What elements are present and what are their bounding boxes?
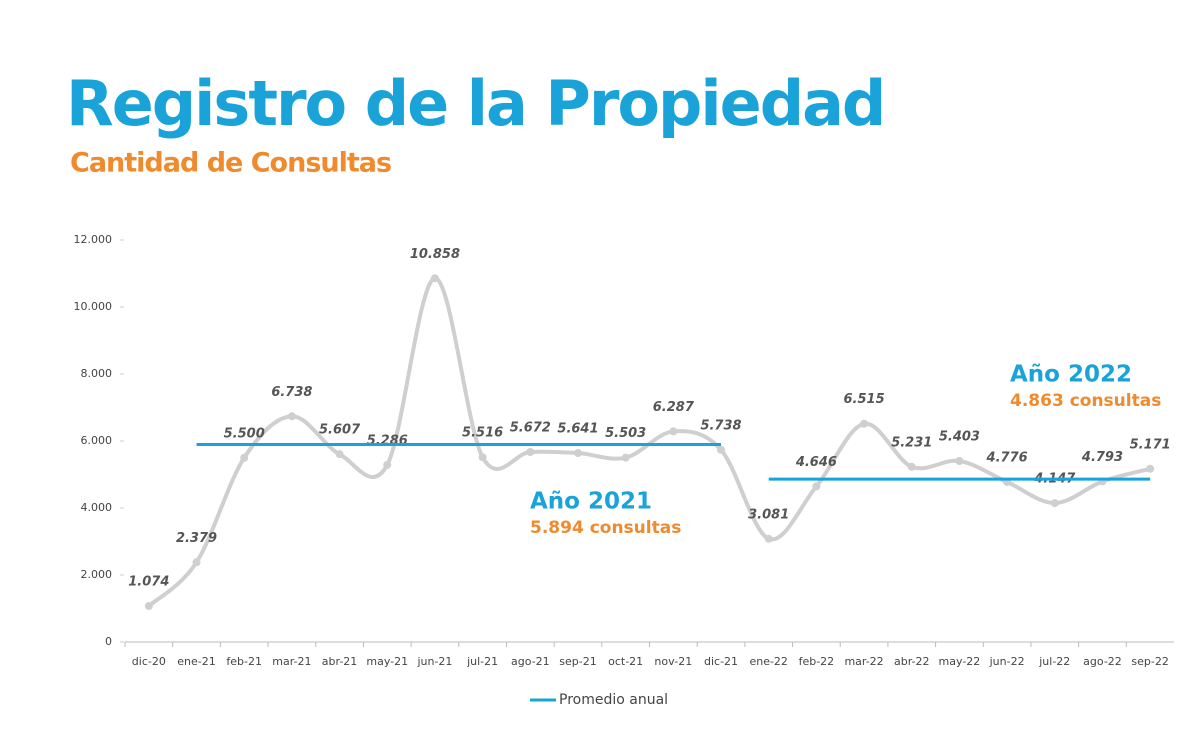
x-tick-label: may-22	[939, 655, 981, 668]
data-point	[621, 453, 630, 462]
data-label: 4.793	[1081, 450, 1123, 465]
x-tick-label: feb-21	[226, 655, 262, 668]
data-point	[478, 453, 487, 462]
data-label: 4.646	[795, 455, 837, 470]
data-label: 5.607	[319, 423, 361, 438]
data-point	[1146, 464, 1155, 473]
chart-title: Registro de la Propiedad	[66, 67, 884, 140]
x-tick-label: mar-21	[272, 655, 311, 668]
data-point	[383, 460, 392, 469]
y-tick-label: 10.000	[74, 300, 113, 313]
x-tick-label: ene-21	[177, 655, 215, 668]
y-tick-label: 0	[105, 635, 112, 648]
data-label: 5.286	[367, 433, 408, 448]
data-label: 4.776	[986, 451, 1028, 466]
annotation-text: 4.863 consultas	[1010, 391, 1161, 411]
y-tick-label: 8.000	[81, 367, 113, 380]
data-label: 5.500	[224, 426, 265, 441]
data-label: 1.074	[128, 575, 169, 590]
data-point	[430, 274, 439, 283]
data-label: 10.858	[410, 247, 460, 262]
data-label: 3.081	[748, 507, 789, 522]
x-tick-label: abr-21	[322, 655, 358, 668]
x-tick-label: jul-22	[1038, 655, 1070, 668]
data-label: 2.379	[176, 531, 217, 546]
chart-subtitle: Cantidad de Consultas	[70, 148, 391, 179]
x-tick-label: jul-21	[466, 655, 498, 668]
x-tick-label: ago-22	[1083, 655, 1122, 668]
y-tick-label: 4.000	[81, 501, 113, 514]
x-tick-label: oct-21	[608, 655, 643, 668]
data-point	[669, 427, 678, 436]
x-tick-label: sep-22	[1131, 655, 1168, 668]
annotation-title: Año 2022	[1010, 362, 1132, 388]
data-point	[240, 453, 249, 462]
annotation-title: Año 2021	[530, 489, 652, 515]
data-label: 5.672	[510, 420, 551, 435]
data-label: 6.287	[653, 400, 695, 415]
data-point	[812, 482, 821, 491]
x-tick-label: dic-21	[704, 655, 738, 668]
y-tick-label: 6.000	[81, 434, 113, 447]
data-label: 6.515	[844, 392, 885, 407]
y-tick-label: 12.000	[74, 233, 113, 246]
data-label: 5.641	[557, 422, 598, 437]
data-point	[717, 445, 726, 454]
data-label: 5.516	[462, 426, 503, 441]
data-point	[764, 534, 773, 543]
data-point	[1050, 499, 1059, 508]
x-tick-label: feb-22	[799, 655, 835, 668]
x-tick-label: may-21	[366, 655, 408, 668]
x-tick-label: nov-21	[654, 655, 692, 668]
x-tick-label: ago-21	[511, 655, 550, 668]
x-tick-label: sep-21	[559, 655, 596, 668]
x-tick-label: abr-22	[894, 655, 930, 668]
x-tick-label: ene-22	[749, 655, 787, 668]
x-tick-label: dic-20	[132, 655, 166, 668]
legend-label: Promedio anual	[559, 692, 668, 708]
data-point	[860, 419, 869, 428]
data-label: 5.738	[700, 418, 741, 433]
x-tick-label: jun-22	[989, 655, 1025, 668]
data-label: 5.403	[939, 429, 980, 444]
data-point	[287, 412, 296, 421]
x-tick-label: jun-21	[416, 655, 452, 668]
data-point	[907, 462, 916, 471]
y-tick-label: 2.000	[81, 568, 113, 581]
data-label: 5.171	[1130, 437, 1171, 452]
data-point	[335, 450, 344, 459]
data-point	[955, 456, 964, 465]
data-label: 6.738	[271, 385, 312, 400]
data-point	[144, 602, 153, 611]
data-point	[192, 558, 201, 567]
annotation-text: 5.894 consultas	[530, 518, 681, 538]
data-label: 5.503	[605, 426, 646, 441]
x-tick-label: mar-22	[844, 655, 883, 668]
data-label: 5.231	[891, 435, 932, 450]
data-point	[526, 447, 535, 456]
data-point	[573, 449, 582, 458]
data-line	[147, 276, 1151, 608]
